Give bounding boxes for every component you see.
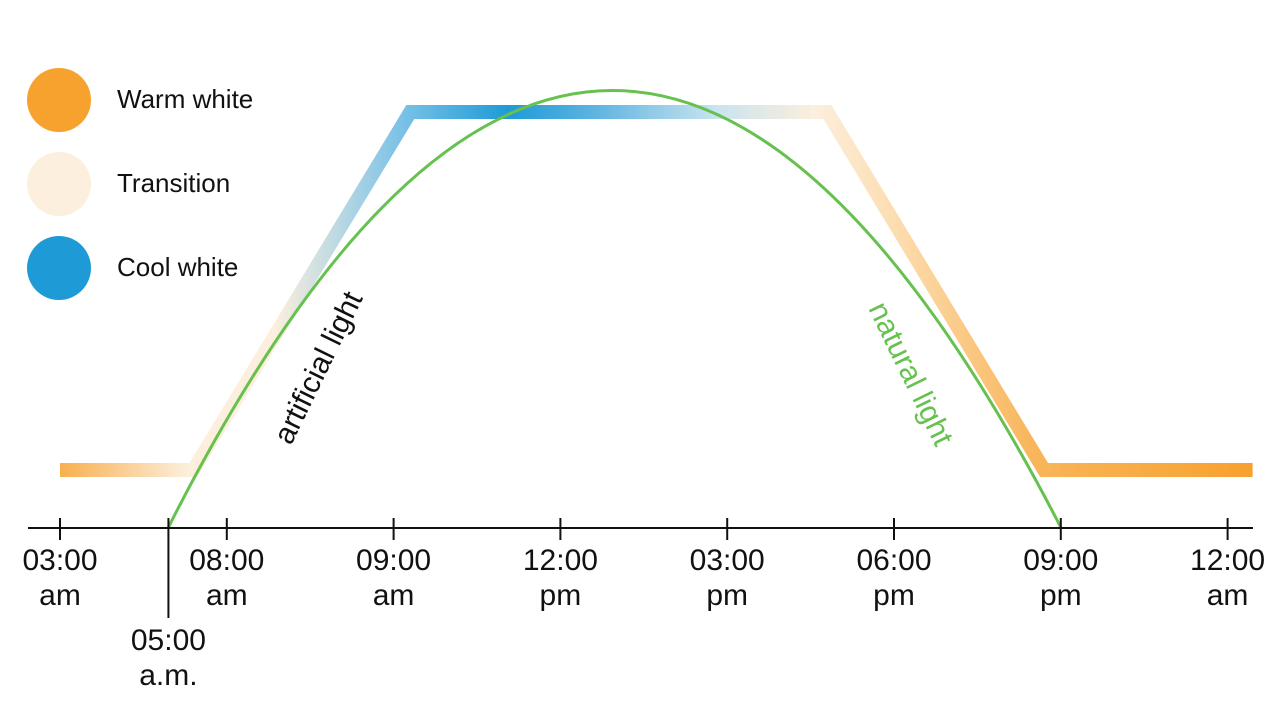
legend-label: Warm white [117,84,254,114]
natural-light-curve [167,89,1063,528]
axis-ticks: 03:00 am 08:00 am 09:00 am 12:00 pm 03:00 pm 06:00… [22,518,1265,612]
artificial-light-curve [60,105,1253,477]
natural-light-label: natural light [862,297,960,451]
marker-label: 05:00 a.m. [131,624,206,692]
warm-white-swatch [27,68,91,132]
tick-label: 09:00 pm [1023,544,1098,612]
cool-white-swatch [27,236,91,300]
legend-label: Cool white [117,252,239,282]
tick-label: 08:00 am [189,544,264,612]
tick-label: 03:00 pm [690,544,765,612]
transition-swatch [27,152,91,216]
tick-label: 09:00 am [356,544,431,612]
legend-label: Transition [117,168,231,198]
dawn-marker: 05:00 a.m. [131,518,206,692]
tick-label: 12:00 am [1190,544,1265,612]
tick-label: 12:00 pm [523,544,598,612]
tick-label: 06:00 pm [856,544,931,612]
tick-label: 03:00 am [22,544,97,612]
